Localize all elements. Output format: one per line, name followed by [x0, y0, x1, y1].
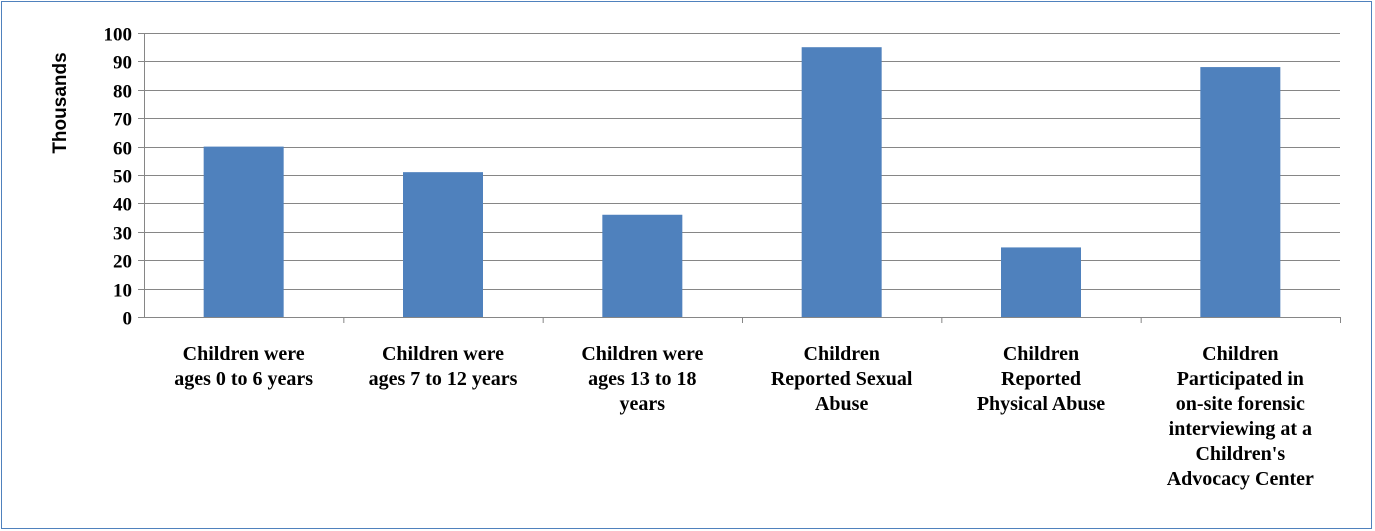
y-tick-labels: 0 10 20 30 40 50 60 70 80 90 100 — [104, 25, 133, 330]
y-tick-label: 20 — [113, 252, 132, 273]
x-category-label-line: Children — [1003, 343, 1079, 365]
x-category-label-line: Children were — [183, 343, 305, 365]
x-category-label-line: Advocacy Center — [1167, 468, 1314, 490]
x-category-label-line: years — [620, 393, 666, 415]
x-category-label: Children Reported Physical Abuse — [977, 343, 1105, 415]
y-tick-label: 30 — [113, 224, 132, 245]
x-category-label-line: Children — [1202, 343, 1278, 365]
bar — [203, 146, 284, 317]
x-category-label: Children were ages 0 to 6 years — [174, 343, 313, 390]
x-category-label-line: Participated in — [1177, 368, 1304, 390]
y-tick-label: 90 — [113, 53, 132, 74]
x-category-label-line: Physical Abuse — [977, 393, 1105, 415]
x-category-label: Children Reported Sexual Abuse — [771, 343, 913, 415]
y-tick-label: 0 — [123, 309, 133, 330]
y-tick-label: 80 — [113, 82, 132, 103]
x-category-label: Children Participated in on-site forensic i… — [1167, 343, 1314, 490]
x-category-label-line: Reported Sexual — [771, 368, 913, 390]
y-tick-label: 60 — [113, 139, 132, 160]
bars — [203, 47, 1281, 317]
y-tick-label: 40 — [113, 195, 132, 216]
x-category-label: Children were ages 7 to 12 years — [369, 343, 518, 390]
x-category-label-line: Children were — [581, 343, 703, 365]
x-category-label-line: ages 0 to 6 years — [174, 368, 313, 390]
bar — [1001, 247, 1081, 317]
x-category-label-line: Children were — [382, 343, 504, 365]
x-category-label-line: ages 7 to 12 years — [369, 368, 518, 390]
gridlines — [144, 33, 1340, 290]
x-category-label-line: Reported — [1001, 368, 1081, 390]
x-category-label-line: on-site forensic — [1176, 393, 1305, 415]
x-category-label: Children were ages 13 to 18 years — [581, 343, 703, 415]
x-category-label-line: Children — [804, 343, 880, 365]
bar — [801, 47, 882, 317]
x-category-label-line: Abuse — [815, 393, 868, 415]
y-tick-label: 70 — [113, 110, 132, 131]
bar — [602, 214, 683, 317]
y-tick-label: 10 — [113, 281, 132, 302]
x-category-label-line: interviewing at a — [1169, 418, 1312, 440]
x-category-label-line: ages 13 to 18 — [588, 368, 696, 390]
bar — [403, 172, 483, 317]
x-category-label-line: Children's — [1195, 443, 1285, 465]
y-tick-label: 50 — [113, 167, 132, 188]
y-tick-label: 100 — [104, 25, 133, 46]
bar — [1200, 67, 1281, 317]
y-axis-label: Thousands — [50, 52, 71, 153]
axes — [138, 33, 1341, 323]
